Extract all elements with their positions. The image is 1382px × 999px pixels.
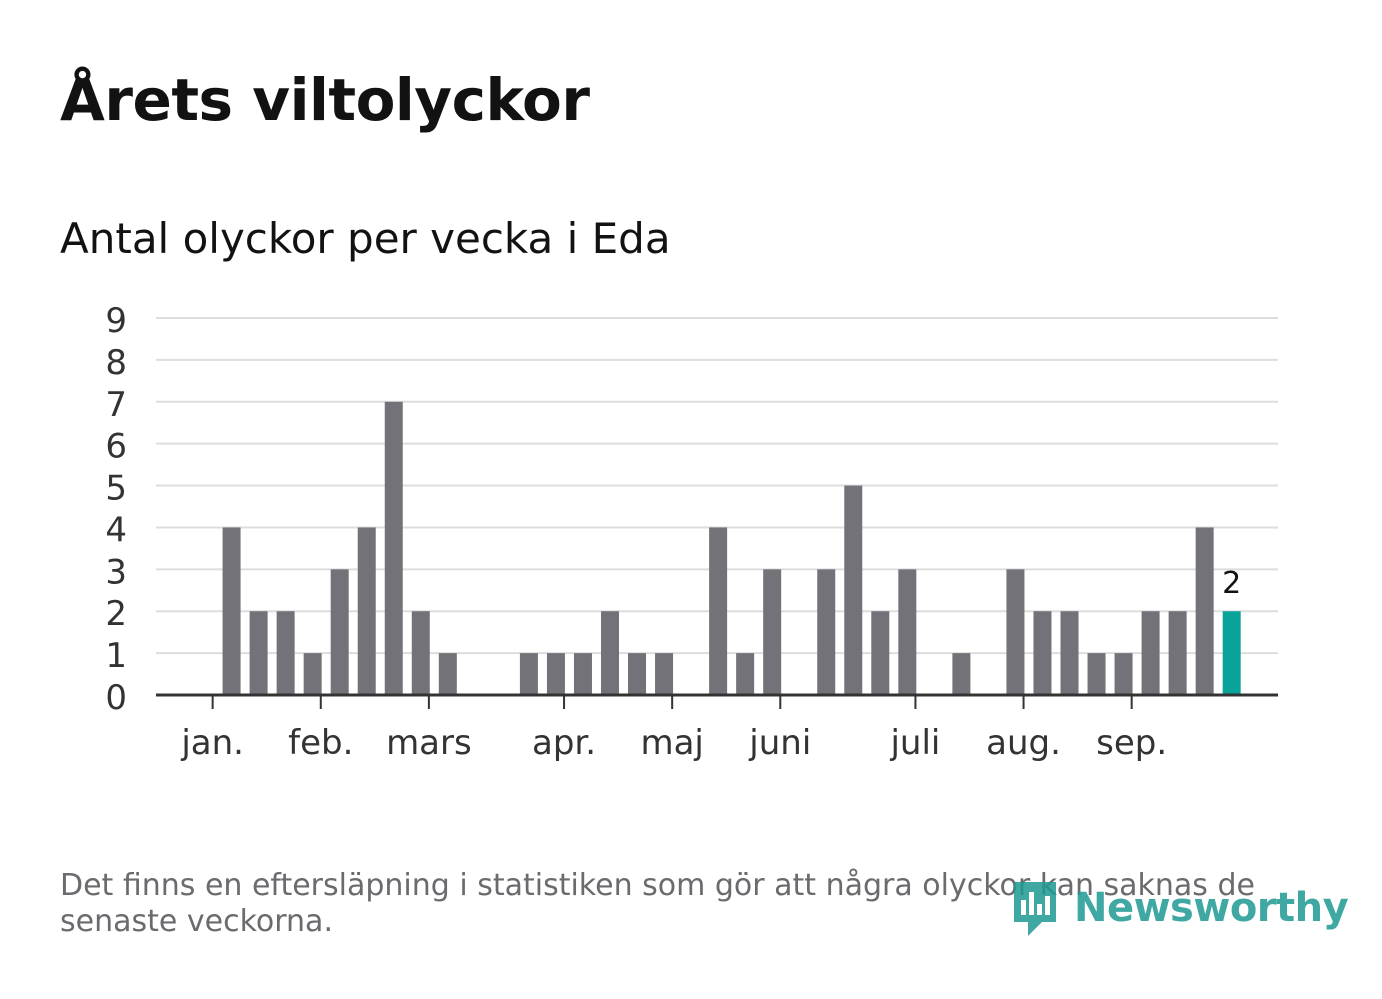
bar bbox=[573, 653, 592, 695]
bar-highlight bbox=[1222, 611, 1241, 695]
newsworthy-icon bbox=[1014, 882, 1056, 936]
chart-title: Årets viltolyckor bbox=[60, 66, 590, 134]
bar bbox=[1114, 653, 1133, 695]
x-axis-ticks: jan. feb. mars apr. maj juni juli aug. sep. bbox=[156, 693, 1278, 763]
bar bbox=[330, 569, 349, 695]
bar bbox=[276, 611, 295, 695]
bar-value-label: 2 bbox=[1222, 566, 1241, 601]
bar bbox=[600, 611, 619, 695]
bar bbox=[898, 569, 917, 695]
bar bbox=[952, 653, 971, 695]
y-tick-label: 9 bbox=[105, 301, 127, 341]
bar bbox=[519, 653, 538, 695]
bar bbox=[1060, 611, 1079, 695]
y-tick-label: 4 bbox=[105, 510, 127, 550]
bar bbox=[546, 653, 565, 695]
bar bbox=[1087, 653, 1106, 695]
x-tick-label: juni bbox=[748, 723, 811, 763]
bar bbox=[303, 653, 322, 695]
bar bbox=[1006, 569, 1025, 695]
x-tick-label: mars bbox=[386, 723, 472, 763]
y-tick-label: 5 bbox=[105, 469, 127, 509]
brand-logo: Newsworthy bbox=[1010, 878, 1349, 938]
y-tick-label: 7 bbox=[105, 385, 127, 425]
bar bbox=[817, 569, 836, 695]
y-tick-label: 8 bbox=[105, 343, 127, 383]
x-tick-label: aug. bbox=[986, 723, 1061, 763]
bar bbox=[736, 653, 755, 695]
chart-subtitle: Antal olyckor per vecka i Eda bbox=[60, 214, 671, 263]
x-tick-label: maj bbox=[640, 723, 703, 763]
bar bbox=[1033, 611, 1052, 695]
y-tick-label: 0 bbox=[105, 678, 127, 718]
x-tick-label: feb. bbox=[288, 723, 353, 763]
bar bbox=[222, 527, 241, 695]
x-tick-label: apr. bbox=[532, 723, 596, 763]
bar bbox=[763, 569, 782, 695]
bar bbox=[844, 485, 863, 695]
y-tick-label: 6 bbox=[105, 427, 127, 467]
x-tick-label: sep. bbox=[1096, 723, 1167, 763]
brand-name: Newsworthy bbox=[1074, 885, 1349, 931]
bar bbox=[1141, 611, 1160, 695]
bar bbox=[871, 611, 890, 695]
bar bbox=[249, 611, 268, 695]
bar bbox=[411, 611, 430, 695]
bar bbox=[384, 401, 403, 695]
y-tick-label: 1 bbox=[105, 636, 127, 676]
bar bbox=[438, 653, 457, 695]
bar bbox=[709, 527, 728, 695]
bar bbox=[357, 527, 376, 695]
x-tick-label: juli bbox=[889, 723, 940, 763]
bar bbox=[1168, 611, 1187, 695]
y-tick-label: 3 bbox=[105, 552, 127, 592]
bar bbox=[628, 653, 647, 695]
bar bbox=[655, 653, 674, 695]
bars bbox=[222, 401, 1241, 695]
x-tick-label: jan. bbox=[180, 723, 244, 763]
y-tick-label: 2 bbox=[105, 594, 127, 634]
bar bbox=[1195, 527, 1214, 695]
data-labels: 2 bbox=[1222, 566, 1241, 601]
